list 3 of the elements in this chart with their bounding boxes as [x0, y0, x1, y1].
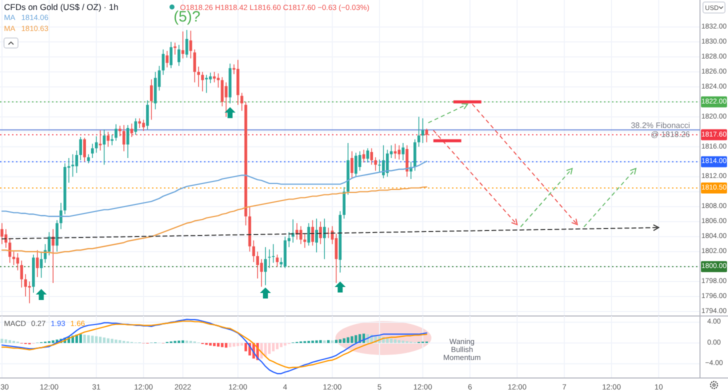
chart-title: CFDs on Gold (US$ / OZ) · 1h — [4, 2, 119, 12]
ref-line-label: 38.2% Fibonacci @ 1818.26 — [630, 120, 691, 139]
annotation: (5)? — [174, 8, 200, 26]
